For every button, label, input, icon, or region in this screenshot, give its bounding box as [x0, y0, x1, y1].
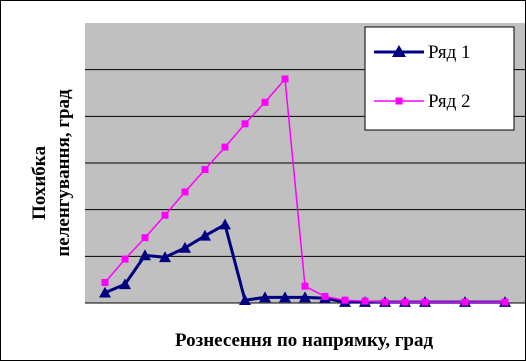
data-point-series-2 — [321, 292, 329, 300]
data-point-series-1 — [299, 291, 311, 303]
data-point-series-2 — [101, 278, 109, 286]
data-point-series-1 — [239, 294, 251, 305]
legend-marker-series-2 — [395, 97, 403, 105]
data-point-series-1 — [199, 229, 211, 241]
data-point-series-2 — [301, 282, 309, 290]
y-axis-title-line-2: пеленгування, град — [53, 89, 74, 257]
data-point-series-2 — [241, 120, 249, 128]
data-point-series-1 — [259, 291, 271, 303]
data-point-series-2 — [501, 298, 509, 306]
y-axis-title-line-1: Похибка — [29, 146, 50, 220]
legend-label-series-1: Ряд 1 — [428, 42, 471, 63]
data-point-series-2 — [341, 296, 349, 304]
data-point-series-1 — [119, 278, 131, 290]
data-point-series-2 — [161, 211, 169, 219]
data-point-series-1 — [139, 249, 151, 261]
x-axis-title: Рознесення по напрямку, град — [175, 330, 434, 351]
data-point-series-2 — [181, 188, 189, 196]
data-point-series-2 — [281, 75, 289, 83]
data-point-series-2 — [201, 166, 209, 174]
data-point-series-2 — [121, 255, 129, 263]
legend-label-series-2: Ряд 2 — [428, 91, 471, 112]
data-point-series-2 — [461, 298, 469, 306]
data-point-series-2 — [401, 298, 409, 306]
data-point-series-1 — [159, 251, 171, 263]
data-point-series-2 — [361, 297, 369, 305]
data-point-series-2 — [261, 98, 269, 106]
marker-layer — [99, 75, 511, 307]
legend-marker-series-1 — [392, 45, 406, 57]
data-point-series-2 — [381, 298, 389, 306]
data-point-series-2 — [141, 234, 149, 242]
data-point-series-1 — [179, 241, 191, 253]
data-point-series-1 — [219, 218, 231, 230]
data-point-series-2 — [221, 143, 229, 151]
legend-box — [364, 26, 515, 131]
data-point-series-1 — [279, 291, 291, 303]
legend: Ряд 1 Ряд 2 — [364, 26, 515, 131]
data-point-series-1 — [99, 286, 111, 298]
data-point-series-2 — [421, 298, 429, 306]
